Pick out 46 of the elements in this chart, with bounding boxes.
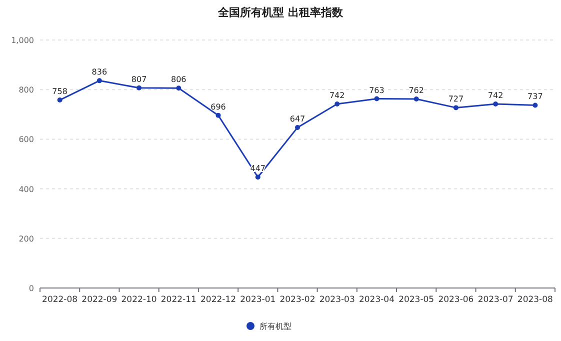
x-tick-label: 2022-10	[121, 295, 157, 305]
y-tick-label: 800	[18, 86, 34, 95]
point	[334, 101, 340, 106]
y-tick-label: 1,000	[11, 36, 34, 45]
x-tick-label: 2022-08	[42, 295, 78, 305]
data-label: 762	[408, 86, 424, 96]
point	[532, 102, 538, 108]
data-label: 737	[528, 92, 543, 102]
point	[216, 112, 221, 118]
point	[374, 96, 380, 102]
point	[493, 101, 498, 106]
data-label: 836	[92, 68, 108, 77]
data-label: 758	[52, 87, 68, 96]
data-label: 647	[290, 114, 306, 124]
point	[295, 125, 300, 130]
x-tick-label: 2022-12	[200, 295, 236, 305]
x-tick-label: 2023-02	[280, 295, 316, 305]
x-tick-label: 2023-03	[319, 295, 355, 305]
chart-title: 全国所有机型 出租率指数	[217, 6, 344, 19]
x-tick-label: 2023-08	[517, 295, 553, 305]
x-tick-label: 2022-11	[160, 295, 196, 305]
x-tick-label: 2023-01	[240, 295, 276, 305]
point	[176, 86, 182, 91]
point	[453, 105, 458, 110]
y-tick-label: 600	[18, 135, 34, 144]
x-tick-label: 2023-06	[438, 295, 474, 305]
x-tick-label: 2023-07	[478, 295, 514, 305]
point	[57, 98, 62, 103]
data-label: 742	[329, 90, 345, 100]
legend-label: 所有机型	[260, 322, 292, 331]
y-tick-label: 0	[28, 284, 34, 293]
y-tick-label: 200	[18, 234, 34, 244]
point	[96, 78, 102, 84]
point	[414, 96, 419, 102]
point	[255, 174, 260, 180]
data-label: 696	[210, 102, 226, 112]
data-label: 806	[171, 75, 186, 84]
data-label: 742	[488, 90, 504, 100]
data-label: 807	[131, 74, 147, 84]
point	[136, 85, 142, 90]
y-tick-label: 400	[18, 184, 34, 194]
data-label: 763	[369, 86, 384, 95]
data-label: 727	[448, 94, 464, 104]
x-tick-label: 2022-09	[82, 295, 118, 305]
x-tick-label: 2023-05	[398, 295, 434, 305]
x-tick-label: 2023-04	[358, 295, 394, 305]
